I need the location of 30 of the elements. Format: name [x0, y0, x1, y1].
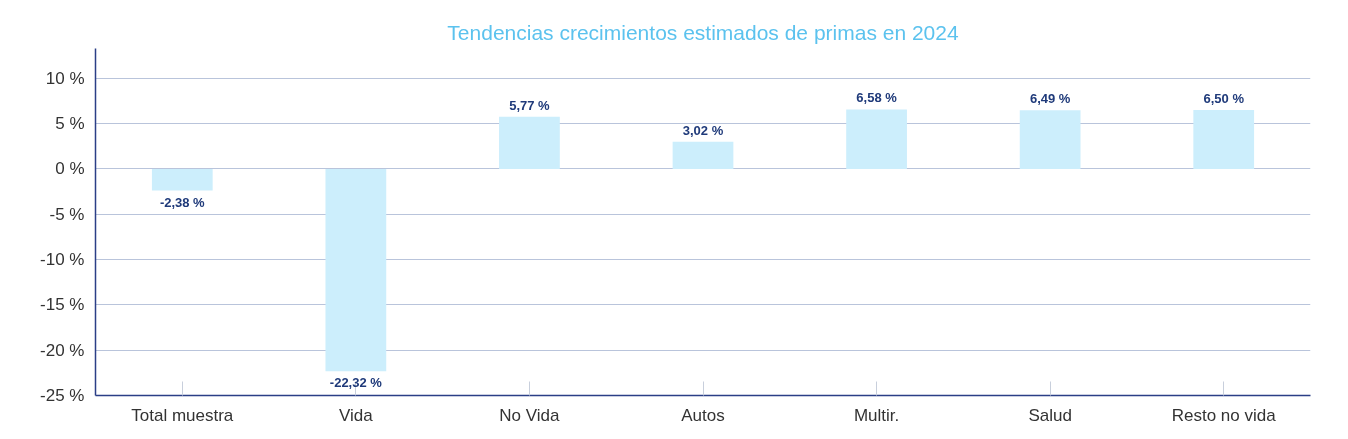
- y-tick-label: -20 %: [40, 340, 85, 360]
- x-tick-label: No Vida: [499, 405, 561, 425]
- x-tick-label: Vida: [339, 405, 374, 425]
- bar: [846, 109, 907, 169]
- y-tick-label: -10 %: [40, 250, 85, 270]
- data-label: 6,58 %: [856, 90, 898, 106]
- x-tick-label: Multir.: [853, 405, 900, 425]
- bar: [1193, 110, 1255, 169]
- bar: [1019, 110, 1081, 169]
- data-label: 6,49 %: [1029, 91, 1071, 107]
- data-label: 5,77 %: [509, 97, 551, 113]
- chart-title: Tendencias crecimientos estimados de primas en 2024: [447, 20, 959, 44]
- bar: [325, 169, 387, 372]
- x-tick-label: Autos: [681, 405, 725, 425]
- data-label: 6,50 %: [1203, 91, 1245, 107]
- y-tick-label: 0 %: [55, 159, 85, 179]
- bar: [151, 169, 213, 191]
- y-tick-label: 5 %: [55, 114, 85, 134]
- x-tick-label: Total muestra: [131, 405, 234, 425]
- y-tick-label: 10 %: [45, 68, 85, 88]
- data-label: -2,38 %: [159, 194, 206, 210]
- bar: [499, 116, 560, 169]
- x-tick-label: Resto no vida: [1171, 405, 1277, 425]
- y-tick-label: -15 %: [40, 295, 85, 315]
- y-tick-label: -5 %: [49, 204, 85, 224]
- data-label: 3,02 %: [682, 122, 724, 138]
- y-tick-label: -25 %: [40, 386, 85, 405]
- data-label: -22,32 %: [329, 375, 383, 391]
- x-tick-label: Salud: [1028, 405, 1072, 425]
- bar: [672, 141, 734, 169]
